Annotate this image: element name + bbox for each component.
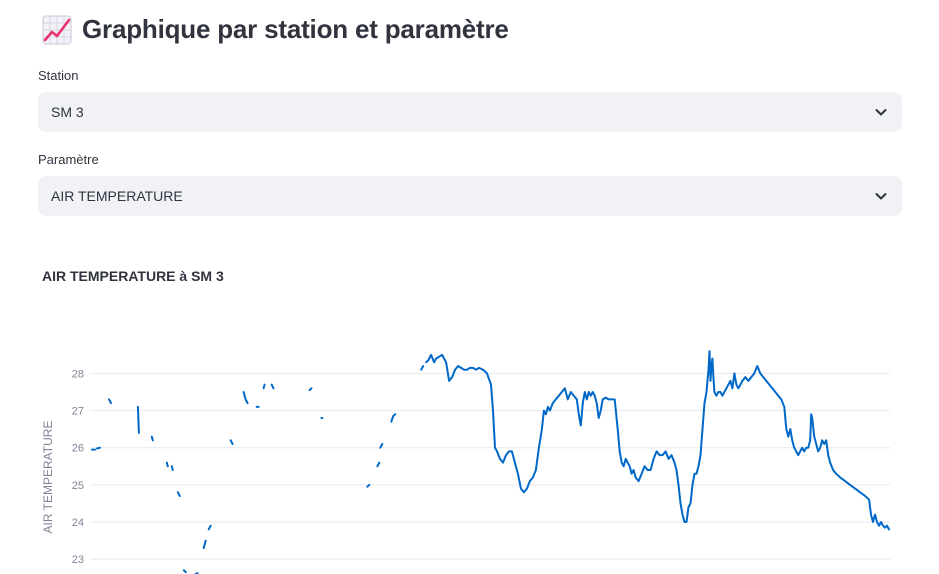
series-line-segment <box>176 491 181 497</box>
series-line-segment <box>136 405 140 434</box>
series-line-segment <box>229 439 234 445</box>
station-select[interactable]: SM 3 <box>38 92 902 132</box>
y-tick-label: 24 <box>72 517 84 529</box>
y-tick-label: 28 <box>72 368 84 380</box>
series-line-segment <box>96 446 101 450</box>
y-tick-label: 23 <box>72 554 84 566</box>
y-tick-label: 26 <box>72 443 84 455</box>
line-chart[interactable]: 23 24 25 26 27 28 AIR TEMPERATURE <box>0 300 939 574</box>
y-axis-title: AIR TEMPERATURE <box>41 421 55 534</box>
series-line-segment <box>262 383 266 390</box>
chevron-down-icon <box>875 193 887 200</box>
series-line-segment <box>366 483 371 488</box>
page-title: Graphique par station et paramètre <box>82 14 509 44</box>
series-line-segment <box>376 461 381 468</box>
series-line-segment <box>182 569 187 574</box>
series-line-segment <box>425 350 890 531</box>
page-header: Graphique par station et paramètre <box>42 14 509 45</box>
y-axis-ticks: 23 24 25 26 27 28 <box>72 368 84 566</box>
series-line-segment <box>242 391 249 405</box>
series-line-segment <box>420 365 425 371</box>
station-select-value: SM 3 <box>51 104 84 120</box>
series-line-segment <box>207 524 212 531</box>
series-line-segment <box>379 443 384 449</box>
chart-increasing-icon <box>42 15 72 44</box>
parameter-select-value: AIR TEMPERATURE <box>51 188 183 204</box>
series-line-segment <box>308 387 313 392</box>
series-line-segment <box>165 461 169 468</box>
y-tick-label: 25 <box>72 480 84 492</box>
chevron-down-icon <box>875 109 887 116</box>
parameter-label: Paramètre <box>38 152 99 167</box>
series-line-segment <box>270 383 275 390</box>
series-line-segment <box>202 539 207 549</box>
station-label: Station <box>38 68 79 83</box>
y-tick-label: 27 <box>72 406 84 418</box>
chart-gridlines <box>90 372 890 560</box>
series-line-segment <box>170 465 174 471</box>
series-line-segment <box>390 413 397 423</box>
series-line-segment <box>150 435 154 442</box>
parameter-select[interactable]: AIR TEMPERATURE <box>38 176 902 216</box>
chart-series <box>91 350 890 574</box>
chart-title: AIR TEMPERATURE à SM 3 <box>42 268 224 284</box>
series-line-segment <box>108 398 112 405</box>
